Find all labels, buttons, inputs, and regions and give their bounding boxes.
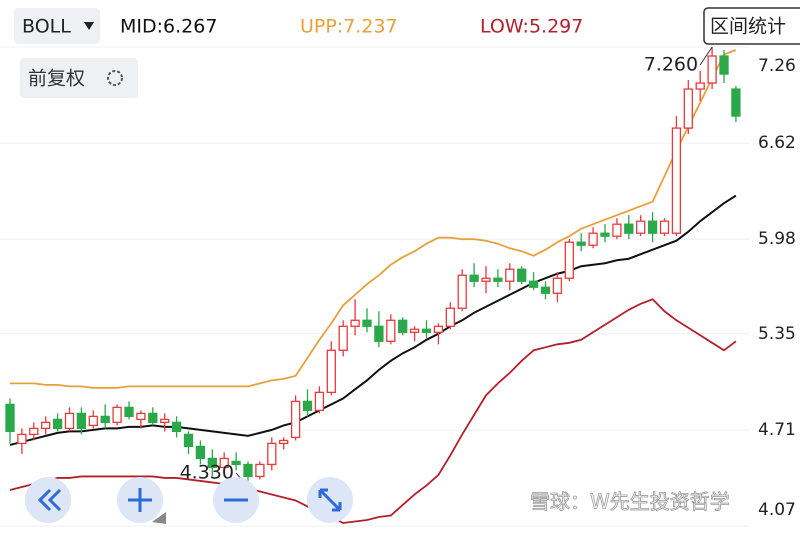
mid-label: MID:6.267 — [120, 16, 217, 38]
candle-body — [100, 415, 110, 424]
candle-body — [231, 460, 241, 466]
candle-body — [148, 412, 158, 424]
candle-body — [124, 406, 134, 418]
watermark: 雪球：W先生投资哲学 — [530, 490, 730, 514]
candle-body — [695, 82, 705, 90]
upp-label: UPP:7.237 — [300, 16, 398, 38]
candle-body — [636, 220, 646, 234]
candle-body — [5, 403, 15, 433]
candle-body — [279, 439, 289, 445]
dropdown-arrow — [84, 22, 94, 30]
indicator-name: BOLL — [22, 16, 71, 38]
candle-body — [719, 55, 729, 75]
candle-body — [160, 418, 170, 424]
candle-body — [29, 427, 39, 436]
annotation-label: 4.330 — [180, 461, 234, 483]
candle-body — [600, 232, 610, 237]
candle-body — [207, 457, 217, 469]
y-tick-label: 5.98 — [758, 229, 796, 249]
candle-body — [493, 277, 503, 282]
candle-body — [421, 328, 432, 333]
y-tick-label: 4.71 — [758, 420, 796, 440]
y-tick-label: 4.07 — [758, 500, 796, 520]
candle-body — [540, 286, 551, 294]
candle-body — [588, 232, 598, 246]
candle-body — [433, 325, 444, 333]
candle-body — [195, 445, 206, 460]
candle-body — [362, 319, 372, 327]
y-tick-label: 6.62 — [758, 133, 796, 153]
candle-body — [505, 268, 515, 282]
candle-body — [255, 463, 265, 478]
zoom-in-icon — [128, 488, 152, 512]
candle-body — [528, 280, 539, 288]
candle-body — [136, 412, 146, 421]
candle-body — [219, 457, 229, 469]
candle-body — [112, 406, 122, 424]
candle-body — [398, 319, 408, 333]
candle-body — [183, 433, 194, 448]
candle-body — [88, 415, 98, 427]
candle-body — [350, 319, 360, 327]
candle-body — [469, 274, 479, 282]
gear-icon — [107, 70, 123, 86]
annotation-leader — [699, 46, 713, 66]
candle-body — [731, 88, 741, 117]
candle-body — [326, 349, 336, 394]
candle-body — [41, 421, 51, 430]
low-label: LOW:5.297 — [480, 16, 583, 38]
candle-body — [243, 463, 253, 478]
candle-body — [624, 223, 634, 234]
candle-body — [552, 277, 563, 294]
candle-body — [302, 400, 313, 412]
range-stats-button[interactable] — [703, 7, 800, 45]
band-line — [9, 298, 737, 524]
y-tick-label: 7.26 — [758, 56, 796, 76]
candle-body — [659, 220, 670, 234]
candle-body — [576, 241, 586, 246]
candle-body — [290, 400, 301, 439]
indicator-button[interactable] — [14, 8, 100, 44]
y-tick-label: 5.35 — [758, 324, 796, 344]
candle-body — [683, 88, 693, 129]
grid: 7.26 6.62 5.98 5.35 4.71 4.07 — [0, 46, 796, 527]
candle-body — [564, 241, 574, 279]
candle-body — [409, 328, 420, 333]
candle-body — [338, 325, 348, 351]
candle-body — [17, 433, 27, 445]
candle-body — [64, 412, 75, 430]
candle-body — [374, 325, 384, 342]
candle-body — [314, 391, 325, 412]
candle-body — [457, 274, 467, 309]
candle-body — [517, 268, 527, 282]
band-line — [10, 49, 737, 389]
candle-body — [647, 220, 658, 234]
adjust-label: 前复权 — [28, 68, 85, 90]
plot: 7.260 4.330 — [5, 46, 741, 524]
zoom-controls — [25, 477, 353, 524]
candle-body — [671, 127, 682, 234]
scroll-left-icon — [37, 488, 62, 512]
collapse-arrow[interactable] — [152, 512, 166, 524]
annotation-label: 7.260 — [644, 54, 698, 76]
candle-body — [267, 442, 277, 466]
candle-body — [386, 319, 396, 342]
candle-body — [481, 277, 491, 282]
candle-body — [171, 421, 182, 433]
candle-body — [707, 55, 717, 84]
range-stats-label: 区间统计 — [710, 16, 786, 38]
adjust-button[interactable] — [20, 58, 138, 98]
candle-body — [612, 223, 622, 237]
candle-body — [52, 418, 63, 430]
band-line — [9, 194, 737, 446]
fullscreen-icon — [318, 488, 342, 512]
candle-body — [445, 307, 455, 327]
candle-body — [76, 412, 87, 430]
